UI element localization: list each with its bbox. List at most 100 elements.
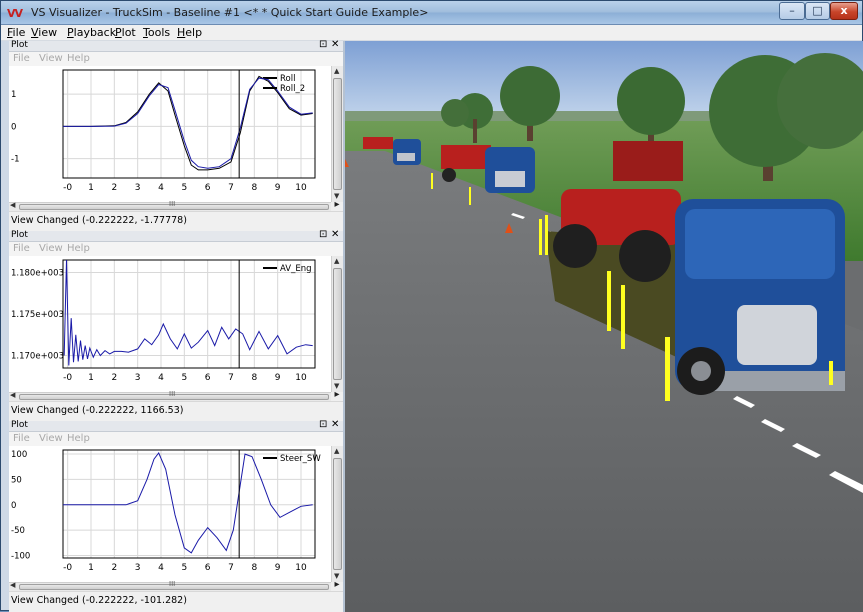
plot-panel-header[interactable]: Plot ⊡ ✕ bbox=[9, 39, 343, 52]
plot-menu-file[interactable]: File bbox=[13, 53, 30, 64]
title-bar[interactable]: VV VS Visualizer - TruckSim - Baseline #… bbox=[1, 1, 862, 25]
menu-file[interactable]: File bbox=[7, 26, 25, 39]
x-tick-label: 7 bbox=[228, 563, 234, 573]
plot-area[interactable]: -0 1 2 3 4 5 6 7 8 9 10 100 50 0 -50 -100 Steer_SW bbox=[9, 446, 331, 582]
plot-menu-help[interactable]: Help bbox=[67, 243, 90, 254]
float-panel-icon[interactable]: ⊡ bbox=[319, 39, 328, 50]
close-button[interactable]: x bbox=[830, 2, 858, 20]
x-tick-label: 1 bbox=[88, 373, 94, 383]
vertical-scroll-thumb[interactable] bbox=[333, 268, 342, 380]
plot-panel-header[interactable]: Plot ⊡ ✕ bbox=[9, 419, 343, 432]
x-tick-label: 9 bbox=[275, 183, 281, 193]
resize-grip-icon[interactable]: ▸ bbox=[334, 199, 340, 210]
scene-canvas[interactable] bbox=[345, 41, 863, 612]
minimize-button[interactable]: – bbox=[779, 2, 805, 20]
x-tick-label: 5 bbox=[181, 563, 187, 573]
scroll-left-icon[interactable]: ◀ bbox=[10, 201, 16, 209]
plot-menu-help[interactable]: Help bbox=[67, 433, 90, 444]
legend-label: Roll_2 bbox=[280, 84, 305, 94]
plot-menu-view[interactable]: View bbox=[39, 53, 63, 64]
scroll-down-icon[interactable]: ▼ bbox=[334, 192, 340, 200]
menu-help[interactable]: Help bbox=[177, 26, 202, 39]
x-tick-label: 2 bbox=[111, 183, 117, 193]
vertical-scroll-thumb[interactable] bbox=[333, 78, 342, 190]
plot-menu-view[interactable]: View bbox=[39, 243, 63, 254]
x-tick-label: 8 bbox=[251, 183, 257, 193]
scroll-up-icon[interactable]: ▲ bbox=[334, 257, 340, 265]
plot-menu-help[interactable]: Help bbox=[67, 53, 90, 64]
menu-view-mnemonic: V bbox=[31, 26, 39, 39]
menu-file-label: ile bbox=[12, 26, 26, 39]
3d-animation-viewport[interactable] bbox=[345, 41, 863, 612]
plot-canvas[interactable]: -0 1 2 3 4 5 6 7 8 9 10 1.180e+003 1.175e+003 1.170e+… bbox=[9, 256, 331, 392]
x-tick-label: 7 bbox=[228, 183, 234, 193]
resize-grip-icon[interactable]: ▸ bbox=[334, 579, 340, 590]
trees bbox=[441, 53, 863, 181]
menu-help-mnemonic: H bbox=[177, 26, 186, 39]
horizontal-scroll-thumb[interactable] bbox=[19, 204, 329, 210]
menu-plot-label: lot bbox=[121, 26, 136, 39]
menu-view-label: iew bbox=[38, 26, 58, 39]
plot-menu-file[interactable]: File bbox=[13, 433, 30, 444]
road-surface bbox=[345, 151, 863, 612]
horizontal-scrollbar[interactable]: ◀ III bbox=[9, 200, 331, 211]
traffic-cones bbox=[345, 159, 513, 233]
menu-plot[interactable]: Plot bbox=[115, 26, 136, 39]
series-line-roll bbox=[63, 75, 313, 171]
plot-menu-bar: File View Help bbox=[9, 432, 343, 446]
close-panel-icon[interactable]: ✕ bbox=[331, 229, 340, 240]
window-title: VS Visualizer - TruckSim - Baseline #1 <… bbox=[31, 6, 429, 19]
plot-canvas[interactable]: -0 1 2 3 4 5 6 7 8 9 10 100 50 0 -50 -100 Steer_SW bbox=[9, 446, 331, 582]
menu-view[interactable]: View bbox=[31, 26, 57, 39]
scroll-down-icon[interactable]: ▼ bbox=[334, 572, 340, 580]
plot-area[interactable]: -0 1 2 3 4 5 6 7 8 9 10 1 0 -1 Roll Roll_2 bbox=[9, 66, 331, 202]
horizontal-scrollbar[interactable]: ◀ III bbox=[9, 580, 331, 591]
menu-playback[interactable]: Playback bbox=[67, 26, 116, 39]
vertical-scrollbar[interactable]: ▲ ▼ bbox=[331, 66, 343, 202]
scroll-down-icon[interactable]: ▼ bbox=[334, 382, 340, 390]
legend-label: Roll bbox=[280, 74, 295, 84]
plot-panel-av-eng: Plot ⊡ ✕ File View Help -0 1 2 3 4 5 6 7 8 9 10 1.1… bbox=[9, 229, 343, 421]
vertical-scrollbar[interactable]: ▲ ▼ bbox=[331, 446, 343, 582]
close-panel-icon[interactable]: ✕ bbox=[331, 39, 340, 50]
plot-panel-header[interactable]: Plot ⊡ ✕ bbox=[9, 229, 343, 242]
plot-panel-title: Plot bbox=[11, 230, 28, 240]
y-tick-label: -100 bbox=[11, 551, 30, 561]
x-tick-label: 3 bbox=[135, 373, 141, 383]
float-panel-icon[interactable]: ⊡ bbox=[319, 419, 328, 430]
plot-menu-view[interactable]: View bbox=[39, 433, 63, 444]
x-tick-label: 7 bbox=[228, 373, 234, 383]
horizontal-scrollbar[interactable]: ◀ III bbox=[9, 390, 331, 401]
x-tick-label: 10 bbox=[295, 563, 307, 573]
menu-tools[interactable]: Tools bbox=[143, 26, 170, 39]
float-panel-icon[interactable]: ⊡ bbox=[319, 229, 328, 240]
close-panel-icon[interactable]: ✕ bbox=[331, 419, 340, 430]
vertical-scroll-thumb[interactable] bbox=[333, 458, 342, 570]
resize-grip-icon[interactable]: ▸ bbox=[334, 389, 340, 400]
scroll-left-icon[interactable]: ◀ bbox=[10, 391, 16, 399]
maximize-button[interactable]: □ bbox=[805, 2, 830, 20]
scroll-up-icon[interactable]: ▲ bbox=[334, 447, 340, 455]
app-logo-icon: VV bbox=[7, 7, 23, 20]
vertical-scrollbar[interactable]: ▲ ▼ bbox=[331, 256, 343, 392]
plot-frame bbox=[62, 449, 316, 559]
x-tick-label: -0 bbox=[63, 373, 72, 383]
x-tick-label: 1 bbox=[88, 563, 94, 573]
x-tick-label: 4 bbox=[158, 373, 164, 383]
y-tick-label: 1.170e+003 bbox=[11, 352, 64, 362]
plot-dock: Plot ⊡ ✕ File View Help -0 1 2 3 4 5 6 7 8 9 10 1 0-… bbox=[9, 39, 343, 612]
x-tick-label: 9 bbox=[275, 563, 281, 573]
series-line-steer_sw bbox=[63, 452, 313, 554]
x-tick-label: 10 bbox=[295, 373, 307, 383]
legend-label: AV_Eng bbox=[280, 264, 312, 274]
scroll-left-icon[interactable]: ◀ bbox=[10, 581, 16, 589]
scroll-up-icon[interactable]: ▲ bbox=[334, 67, 340, 75]
plot-menu-file[interactable]: File bbox=[13, 243, 30, 254]
plot-area[interactable]: -0 1 2 3 4 5 6 7 8 9 10 1.180e+003 1.175e+003 1.170e+… bbox=[9, 256, 331, 392]
pane-splitter[interactable] bbox=[343, 41, 345, 612]
x-tick-label: 5 bbox=[181, 373, 187, 383]
horizontal-scroll-thumb[interactable] bbox=[19, 394, 329, 400]
horizontal-scroll-thumb[interactable] bbox=[19, 584, 329, 590]
